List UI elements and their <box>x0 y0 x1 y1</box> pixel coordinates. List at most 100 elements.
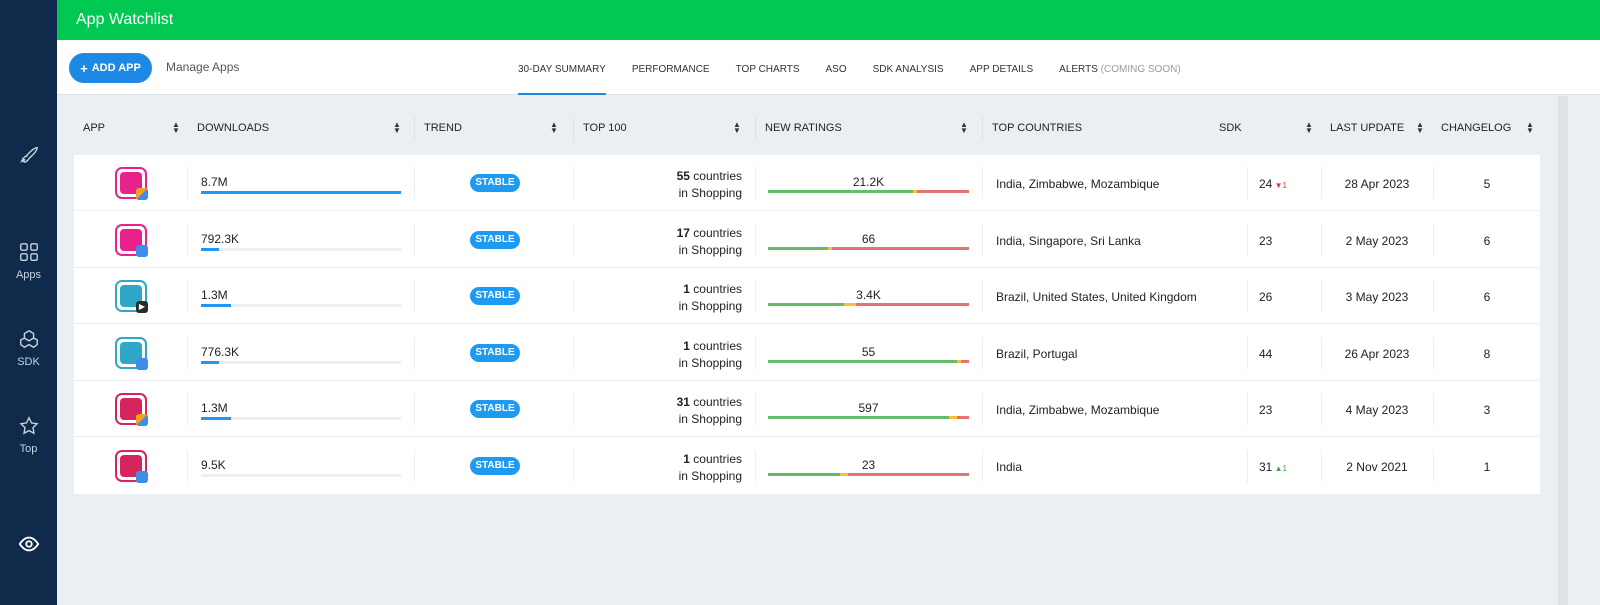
header-divider <box>414 117 415 141</box>
top100-countries: 1 countries <box>594 338 742 355</box>
sort-icon[interactable]: ▲ ▼ <box>1305 120 1313 135</box>
trend-badge: STABLE <box>470 287 520 305</box>
scrollbar[interactable] <box>1558 96 1568 605</box>
sidebar-item-watchlist[interactable] <box>0 533 57 555</box>
tab-sdk-analysis[interactable]: SDK ANALYSIS <box>873 40 944 95</box>
top100-count: 1 <box>683 451 690 466</box>
last-update: 28 Apr 2023 <box>1344 177 1410 191</box>
table-row[interactable]: 8.7M STABLE 55 countries in Shopping 21.2K In… <box>74 155 1540 211</box>
ratings-bar-segment <box>848 472 969 476</box>
changelog-count[interactable]: 5 <box>1483 177 1491 191</box>
changelog-count[interactable]: 8 <box>1483 346 1491 361</box>
col-downloads[interactable]: DOWNLOADS <box>197 122 270 134</box>
cell-divider <box>573 167 574 199</box>
col-trend[interactable]: TREND <box>424 122 462 134</box>
app-icon[interactable] <box>115 223 148 257</box>
sort-icon[interactable]: ▲ ▼ <box>1416 120 1424 135</box>
sidebar-item-launch[interactable] <box>0 143 57 165</box>
ratings-bar-segment <box>948 416 957 419</box>
top100-category: in Shopping <box>678 186 742 200</box>
sidebar-label-sdk: SDK <box>17 356 40 368</box>
top100-cell: 17 countries in Shopping <box>594 225 742 259</box>
top100-suffix: countries <box>689 169 742 183</box>
downloads-bar <box>201 247 401 251</box>
ratings-bar-segment <box>832 246 969 250</box>
changelog-count[interactable]: 6 <box>1483 233 1491 248</box>
col-changelog[interactable]: CHANGELOG <box>1441 122 1512 134</box>
sdk-value: 44 <box>1259 346 1273 361</box>
cell-divider <box>1433 393 1434 425</box>
ratings-bar-segment <box>768 359 957 363</box>
ratings-bar <box>768 246 969 250</box>
top100-cell: 31 countries in Shopping <box>594 394 742 428</box>
cell-divider <box>755 223 756 256</box>
downloads-bar <box>201 191 401 194</box>
cell-divider <box>755 336 756 369</box>
tab-app-details[interactable]: APP DETAILS <box>970 40 1034 95</box>
header-divider <box>982 117 983 141</box>
app-icon[interactable] <box>115 449 148 483</box>
sdk-value: 26 <box>1259 290 1273 304</box>
star-icon <box>18 416 39 435</box>
cell-divider <box>414 167 415 199</box>
ratings-bar-segment <box>844 303 857 306</box>
sort-icon[interactable]: ▲ ▼ <box>393 120 401 135</box>
changelog-count[interactable]: 6 <box>1483 290 1491 304</box>
tab-label: SDK ANALYSIS <box>872 64 944 75</box>
sidebar-item-top[interactable]: Top <box>0 415 57 455</box>
app-icon[interactable] <box>115 393 148 426</box>
plus-icon: + <box>80 60 88 76</box>
tab-top-charts[interactable]: TOP CHARTS <box>736 40 800 95</box>
sdk-count: 24 ▼1 <box>1259 177 1287 191</box>
ratings-bar-segment <box>840 472 849 476</box>
add-app-button[interactable]: + ADD APP <box>69 53 152 83</box>
title-bar: App Watchlist <box>57 0 1600 40</box>
col-app[interactable]: APP <box>83 122 106 134</box>
top100-category: in Shopping <box>678 242 742 257</box>
ratings-bar-segment <box>956 359 961 363</box>
ratings-bar-segment <box>768 303 845 306</box>
sdk-value: 24 <box>1259 177 1273 191</box>
sidebar-item-sdk[interactable]: SDK <box>0 328 57 368</box>
table-row[interactable]: 1.3M STABLE 31 countries in Shopping 597 Indi… <box>74 381 1540 437</box>
col-new-ratings[interactable]: NEW RATINGS <box>765 122 842 134</box>
app-icon[interactable]: ▶ <box>115 280 148 313</box>
top100-category: in Shopping <box>678 412 742 426</box>
sort-icon[interactable]: ▲ ▼ <box>172 120 180 135</box>
sort-icon[interactable]: ▲ ▼ <box>733 120 741 135</box>
cell-divider <box>982 167 983 199</box>
tab-aso[interactable]: ASO <box>826 40 847 95</box>
col-last-update[interactable]: LAST UPDATE <box>1330 122 1405 134</box>
table-row[interactable]: ▶ 1.3M STABLE 1 countries in Shopping 3.4K Bra… <box>74 268 1540 324</box>
sidebar-item-apps[interactable]: Apps <box>0 241 57 281</box>
table-row[interactable]: 776.3K STABLE 1 countries in Shopping 55 Braz… <box>74 325 1540 381</box>
sidebar-label-apps: Apps <box>15 269 42 281</box>
app-icon[interactable] <box>115 167 148 200</box>
tab-performance[interactable]: PERFORMANCE <box>632 40 710 95</box>
tab-label: APP DETAILS <box>969 64 1034 75</box>
tab-30-day-summary[interactable]: 30-DAY SUMMARY <box>518 40 606 95</box>
col-top100[interactable]: TOP 100 <box>583 122 627 134</box>
ratings-bar-segment <box>912 190 917 193</box>
ratings-bar-segment <box>960 359 969 363</box>
downloads-bar-fill <box>201 191 401 194</box>
top100-countries: 1 countries <box>594 281 742 298</box>
cell-divider <box>187 280 188 312</box>
ratings-value: 23 <box>861 457 876 472</box>
last-update: 2 May 2023 <box>1345 233 1409 248</box>
cell-divider <box>1247 280 1248 312</box>
table-row[interactable]: 9.5K STABLE 1 countries in Shopping 23 India 3… <box>74 438 1540 494</box>
manage-apps-link[interactable]: Manage Apps <box>166 60 240 74</box>
sort-icon[interactable]: ▲ ▼ <box>1526 120 1534 135</box>
sort-icon[interactable]: ▲ ▼ <box>960 120 968 135</box>
app-icon[interactable] <box>115 336 148 370</box>
tab-alerts[interactable]: ALERTS (COMING SOON) <box>1059 40 1181 95</box>
changelog-count[interactable]: 1 <box>1483 459 1491 474</box>
col-top-countries[interactable]: TOP COUNTRIES <box>992 122 1083 134</box>
ratings-bar <box>768 416 969 419</box>
sort-icon[interactable]: ▲ ▼ <box>550 120 558 135</box>
table-row[interactable]: 792.3K STABLE 17 countries in Shopping 66 Ind… <box>74 212 1540 268</box>
ratings-value: 597 <box>858 401 879 415</box>
changelog-count[interactable]: 3 <box>1483 403 1491 417</box>
col-sdk[interactable]: SDK <box>1219 122 1242 134</box>
